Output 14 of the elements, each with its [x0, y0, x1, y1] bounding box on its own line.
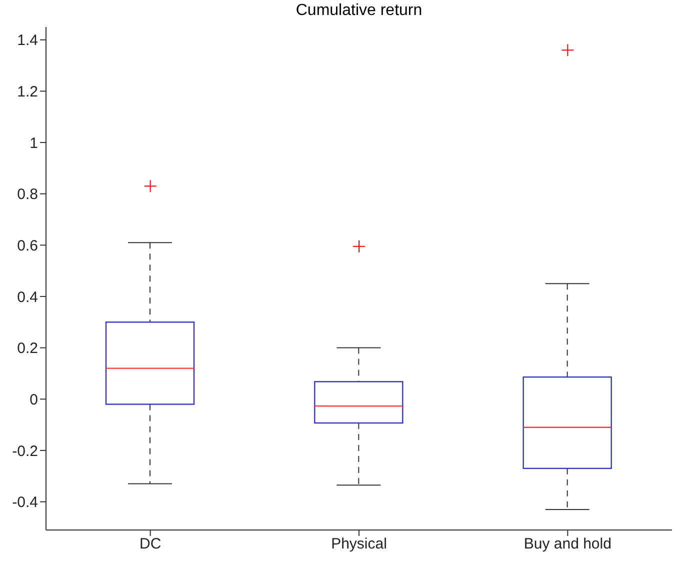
chart-title: Cumulative return — [294, 2, 424, 20]
x-tick-label: Buy and hold — [524, 536, 612, 553]
y-tick-label: 1 — [30, 134, 38, 152]
y-tick-label: 0 — [30, 391, 38, 408]
y-tick-label: -0.4 — [12, 494, 38, 512]
x-tick-label: Physical — [331, 536, 387, 553]
y-tick-label: 0.6 — [17, 237, 38, 254]
y-tick-label: 1.4 — [17, 32, 38, 50]
y-tick-label: 0.2 — [17, 340, 38, 358]
y-tick-label: -0.2 — [12, 442, 38, 460]
y-tick-label: 0.4 — [17, 288, 38, 306]
y-tick-label: 1.2 — [17, 83, 38, 100]
x-tick-label: DC — [139, 536, 162, 553]
y-tick-label: 0.8 — [17, 186, 38, 204]
